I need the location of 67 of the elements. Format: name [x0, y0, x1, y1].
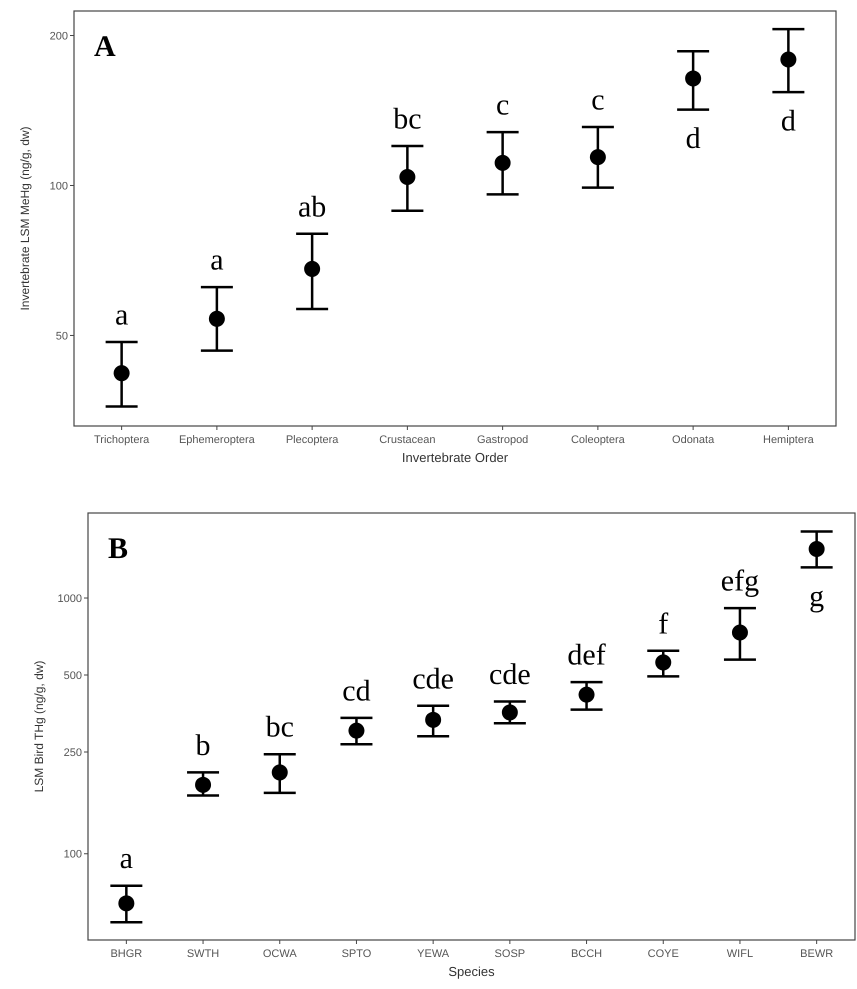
point [425, 712, 442, 728]
annotation: a [210, 244, 224, 277]
point [399, 168, 416, 185]
annotation: g [809, 580, 824, 613]
point [348, 722, 364, 739]
point [304, 260, 320, 277]
x-axis-title: Species [448, 964, 496, 979]
y-axis-title: Invertebrate LSM MeHg (ng/g, dw) [18, 126, 32, 311]
annotation: ab [298, 190, 326, 224]
point [780, 52, 796, 68]
x-tick-label: YEWA [417, 948, 450, 960]
y-tick-label: 50 [56, 330, 68, 342]
point [502, 704, 518, 720]
y-tick-label: 100 [50, 180, 68, 192]
x-tick-label: COYE [648, 948, 679, 960]
x-tick-label: Plecoptera [286, 434, 340, 446]
x-tick-label: BHGR [110, 948, 142, 960]
annotation: f [658, 607, 668, 640]
point [208, 310, 225, 327]
y-tick-label: 500 [64, 670, 82, 682]
annotation: cde [489, 658, 531, 691]
y-axis-title: LSM Bird THg (ng/g, dw) [32, 660, 46, 792]
annotation: cde [412, 662, 454, 696]
annotation: bc [266, 710, 294, 744]
annotation: bc [393, 102, 422, 136]
annotation: A [94, 30, 116, 63]
annotation: d [780, 104, 796, 138]
annotation: B [108, 532, 128, 565]
x-tick-label: SPTO [342, 948, 372, 960]
point [272, 764, 288, 780]
x-tick-label: SOSP [494, 948, 526, 960]
y-tick-label: 200 [50, 30, 68, 42]
point [732, 624, 748, 641]
point [685, 70, 702, 86]
point [494, 154, 511, 171]
annotation: cd [342, 674, 371, 708]
annotation: c [591, 84, 605, 117]
point [578, 686, 595, 703]
annotation: b [196, 728, 211, 762]
y-tick-label: 250 [64, 746, 82, 759]
y-tick-label: 100 [64, 848, 82, 861]
x-tick-label: OCWA [262, 948, 298, 960]
x-tick-label: Trichoptera [94, 434, 150, 446]
x-tick-label: Hemiptera [763, 434, 815, 446]
annotation: a [114, 298, 128, 332]
x-tick-label: Ephemeroptera [178, 434, 256, 446]
point [114, 365, 130, 382]
x-tick-label: SWTH [186, 948, 220, 960]
point [590, 149, 606, 166]
x-tick-label: BCCH [570, 948, 602, 960]
x-tick-label: BEWR [800, 948, 834, 960]
x-axis-title: Invertebrate Order [402, 450, 509, 465]
annotation: def [567, 638, 606, 672]
point [118, 895, 134, 912]
y-tick-label: 1000 [58, 592, 82, 605]
annotation: a [120, 842, 134, 876]
annotation: efg [720, 564, 760, 598]
x-tick-label: Crustacean [379, 434, 436, 446]
x-tick-label: Coleoptera [570, 434, 626, 446]
x-tick-label: Odonata [672, 434, 716, 446]
x-tick-label: WIFL [726, 948, 754, 960]
point [655, 654, 672, 670]
point [195, 776, 212, 793]
annotation: c [496, 88, 510, 122]
point [808, 540, 825, 557]
x-tick-label: Gastropod [476, 434, 528, 446]
annotation: d [686, 122, 701, 156]
